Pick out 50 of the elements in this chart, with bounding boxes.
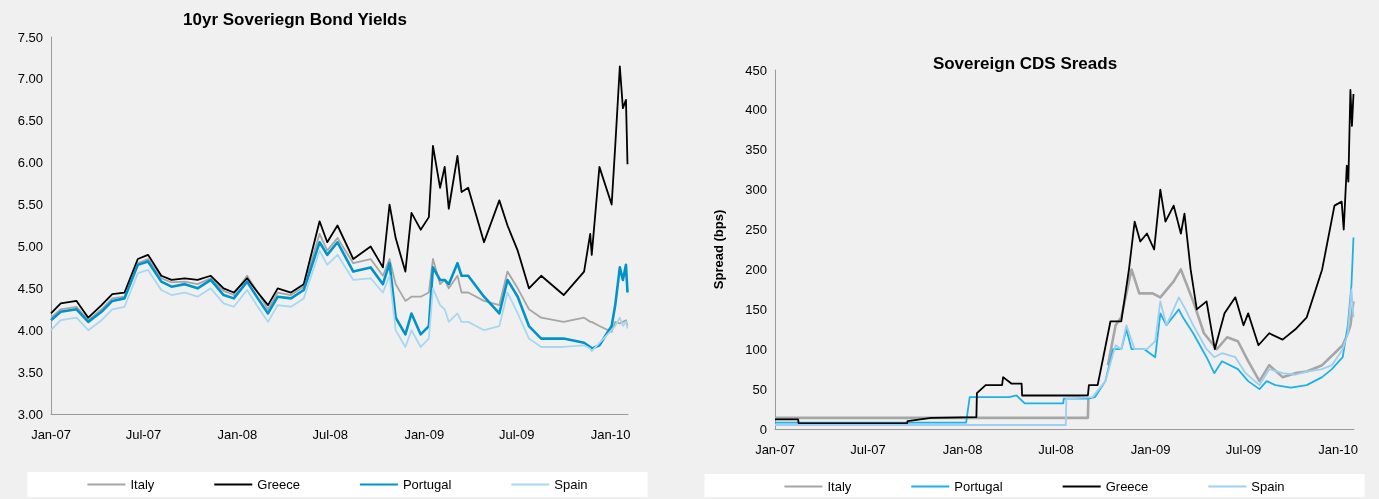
x-tick-label: Jan-09 [1130,442,1171,457]
legend-label: Portugal [954,479,1003,494]
legend-label: Spain [554,477,588,492]
legend-label: Italy [130,477,155,492]
y-tick-label: 300 [745,182,767,198]
x-tick-label: Jan-07 [31,427,71,442]
y-tick-label: 4.00 [17,322,43,338]
x-tick-label: Jul-08 [312,427,349,442]
y-tick-label: 6.50 [17,113,43,129]
y-axis-title: Spread (bps) [711,209,726,290]
y-tick-label: 350 [745,142,767,158]
legend-label: Greece [1105,479,1149,494]
legend-label: Spain [1251,479,1285,494]
y-tick-label: 6.00 [17,155,43,171]
x-tick-label: Jan-09 [404,427,445,442]
y-tick-label: 3.00 [17,406,43,422]
x-tick-label: Jul-07 [850,442,886,457]
y-tick-label: 100 [745,341,767,357]
chart-title: 10yr Soveriegn Bond Yields [183,10,407,29]
x-tick-label: Jul-07 [125,427,162,442]
y-tick-label: 7.00 [17,71,43,87]
y-tick-label: 400 [745,102,767,118]
legend-label: Italy [827,479,852,494]
y-tick-label: 250 [745,222,767,238]
x-tick-label: Jan-10 [590,427,631,442]
x-tick-label: Jan-07 [755,442,795,457]
line-series [50,65,629,319]
y-tick-label: 200 [745,261,767,277]
x-tick-label: Jul-08 [1038,442,1074,457]
line-series [774,89,1355,425]
y-tick-label: 50 [752,381,767,397]
chart-title: Sovereign CDS Sreads [932,54,1118,73]
y-tick-label: 5.50 [17,197,43,213]
legend-label: Greece [257,477,300,492]
y-tick-label: 3.50 [17,364,43,380]
y-tick-label: 7.50 [17,29,43,45]
y-tick-label: 5.00 [17,238,43,254]
x-tick-label: Jan-08 [217,427,258,442]
legend-label: Portugal [402,477,452,492]
x-tick-label: Jul-09 [1225,442,1262,457]
line-series [774,236,1355,424]
x-tick-label: Jul-09 [498,427,535,442]
y-tick-label: 4.50 [17,280,43,296]
line-series [50,232,629,333]
line-series [774,288,1355,426]
y-tick-label: 150 [745,301,767,317]
y-tick-label: 450 [745,62,767,78]
x-tick-label: Jan-10 [1318,442,1358,457]
x-tick-label: Jan-08 [942,442,983,457]
y-tick-label: 0 [759,421,767,437]
